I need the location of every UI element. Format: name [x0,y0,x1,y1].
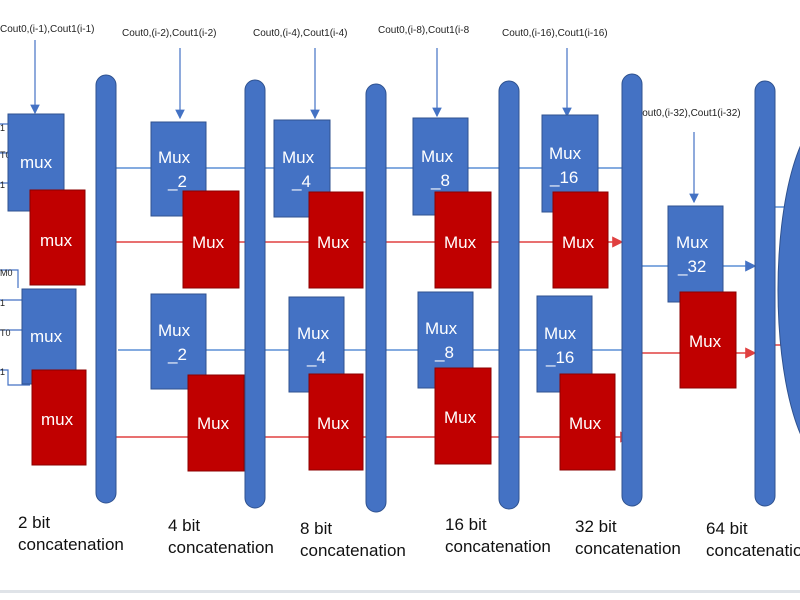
stage-label-64bit: 64 bit concatenation [706,519,800,560]
stage-2-mux-bottom-red: Mux [187,374,245,472]
svg-text:Mux: Mux [317,414,350,433]
side-input-label-7: 1 [0,367,5,377]
svg-text:_8: _8 [434,343,454,362]
svg-text:Mux: Mux [421,147,454,166]
stage-label-4bit: 4 bit concatenation [168,516,274,557]
stage-3-mux-top-red: Mux [308,191,364,289]
svg-text:Mux: Mux [282,148,315,167]
stage-1-mux-bottom-red: mux [31,369,87,466]
side-input-label-1: 1 [0,123,5,133]
svg-text:Mux: Mux [544,324,577,343]
stage-3-mux-bottom-red: Mux [308,373,364,471]
stage-4-mux-top-red: Mux [434,191,492,289]
svg-text:Mux: Mux [549,144,582,163]
side-input-label-4: M0 [0,268,13,278]
concat-bar-2 [244,79,266,509]
concat-bar-5 [621,73,643,507]
stage-2-mux-top-red: Mux [182,190,240,289]
svg-text:_16: _16 [545,348,574,367]
side-input-label-5: 1 [0,298,5,308]
side-input-label-2: T0 [0,150,11,160]
svg-text:Mux: Mux [425,319,458,338]
bottom-divider [0,590,800,593]
stage-6-mux-red: Mux [679,291,737,389]
svg-text:Mux: Mux [444,408,477,427]
stage-label-16bit: 16 bit concatenation [445,515,551,556]
side-input-label-3: 1 [0,180,5,190]
svg-text:_32: _32 [677,257,706,276]
top-input-label-4: Cout0,(i-8),Cout1(i-8 [378,25,470,36]
svg-text:mux: mux [20,153,53,172]
svg-text:mux: mux [41,410,74,429]
concat-bar-4 [498,80,520,510]
svg-text:Mux: Mux [689,332,722,351]
stage-label-32bit: 32 bit concatenation [575,517,681,558]
svg-text:mux: mux [40,231,73,250]
final-output-block [777,145,800,435]
stage-label-8bit: 8 bit concatenation [300,519,406,560]
svg-text:Mux: Mux [569,414,602,433]
svg-text:Mux: Mux [562,233,595,252]
svg-text:Mux: Mux [192,233,225,252]
concat-bar-6 [754,80,776,507]
svg-text:Mux: Mux [297,324,330,343]
stage-5-mux-top-red: Mux [552,191,609,289]
stage-5-mux-bottom-red: Mux [559,373,616,471]
stage-label-2bit: 2 bit concatenation [18,513,124,554]
svg-text:_4: _4 [306,348,326,367]
concat-bar-1 [95,74,117,504]
svg-text:Mux: Mux [676,233,709,252]
svg-text:Mux: Mux [444,233,477,252]
stage-1-mux-bottom-blue: mux [21,288,77,385]
svg-text:Mux: Mux [197,414,230,433]
side-input-label-6: T0 [0,328,11,338]
svg-text:_8: _8 [430,171,450,190]
svg-text:Mux: Mux [158,148,191,167]
svg-text:_2: _2 [167,172,187,191]
stage-6-mux-blue: Mux _32 [667,205,724,303]
svg-text:Mux: Mux [158,321,191,340]
stage-4-mux-bottom-red: Mux [434,367,492,465]
svg-text:_4: _4 [291,172,311,191]
stage-2-mux-bottom-blue: Mux _2 [150,293,207,390]
concat-bar-3 [365,83,387,513]
svg-text:Mux: Mux [317,233,350,252]
svg-text:_16: _16 [549,168,578,187]
top-input-label-1: Cout0,(i-1),Cout1(i-1) [0,24,94,35]
svg-text:_2: _2 [167,345,187,364]
top-input-label-6: Cout0,(i-32),Cout1(i-32) [635,108,741,119]
top-input-label-2: Cout0,(i-2),Cout1(i-2) [122,28,216,39]
top-input-label-5: Cout0,(i-16),Cout1(i-16) [502,28,608,39]
svg-text:mux: mux [30,327,63,346]
stage-1-mux-top-red: mux [29,189,86,286]
top-input-label-3: Cout0,(i-4),Cout1(i-4) [253,28,347,39]
